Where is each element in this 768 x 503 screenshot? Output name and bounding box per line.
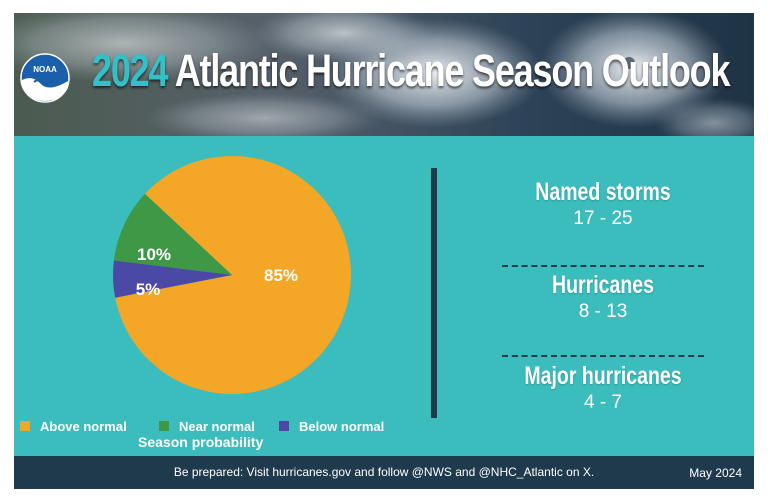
slice-near-normal (113, 193, 232, 275)
legend-swatch (159, 421, 169, 431)
stat-label: Major hurricanes (524, 362, 682, 390)
stat-value: 17 - 25 (573, 208, 633, 229)
legend-item-below-normal: Below normal (279, 419, 384, 434)
legend-label: Near normal (179, 419, 255, 434)
slice-data-label: 85% (264, 266, 298, 285)
stat-named-storms: Named storms 17 - 25 (482, 178, 724, 230)
legend-label: Below normal (299, 419, 384, 434)
legend-item-above-normal: Above normal (20, 419, 127, 434)
slice-data-label: 5% (136, 280, 161, 299)
svg-text:NOAA: NOAA (33, 65, 57, 74)
title-text: Atlantic Hurricane Season Outlook (174, 45, 731, 96)
dashed-separator (502, 265, 704, 267)
stat-label: Named storms (535, 178, 671, 206)
satellite-background (14, 13, 754, 136)
infographic: NOAA 2024 Atlantic Hurricane Season Outl… (14, 13, 754, 489)
slice-above-normal (115, 155, 352, 394)
pie-chart: 85% 10% 5% Above normal Near normal Below nor… (20, 155, 384, 450)
slice-data-label: 10% (137, 245, 171, 264)
stat-value: 8 - 13 (578, 301, 628, 322)
legend-swatch (279, 421, 289, 431)
legend-label: Above normal (40, 419, 127, 434)
stat-label: Hurricanes (552, 271, 654, 299)
slice-below-normal (113, 260, 232, 298)
title-year: 2024 (92, 45, 168, 96)
legend-item-near-normal: Near normal (159, 419, 255, 434)
legend-swatch (20, 421, 30, 431)
footer-date: May 2024 (689, 466, 742, 480)
page-title: 2024 Atlantic Hurricane Season Outlook (92, 45, 731, 97)
stat-hurricanes: Hurricanes 8 - 13 (482, 271, 724, 323)
dashed-separator (502, 355, 704, 357)
stat-value: 4 - 7 (583, 392, 623, 413)
header-banner: NOAA 2024 Atlantic Hurricane Season Outl… (14, 13, 754, 136)
noaa-logo: NOAA (20, 53, 70, 103)
vertical-divider (431, 168, 437, 418)
chart-caption: Season probability (138, 434, 263, 450)
footer-bar: Be prepared: Visit hurricanes.gov and fo… (14, 456, 754, 489)
stat-major-hurricanes: Major hurricanes 4 - 7 (482, 362, 724, 414)
footer-message: Be prepared: Visit hurricanes.gov and fo… (173, 465, 595, 479)
main-panel: 85% 10% 5% Above normal Near normal Below nor… (14, 136, 754, 456)
